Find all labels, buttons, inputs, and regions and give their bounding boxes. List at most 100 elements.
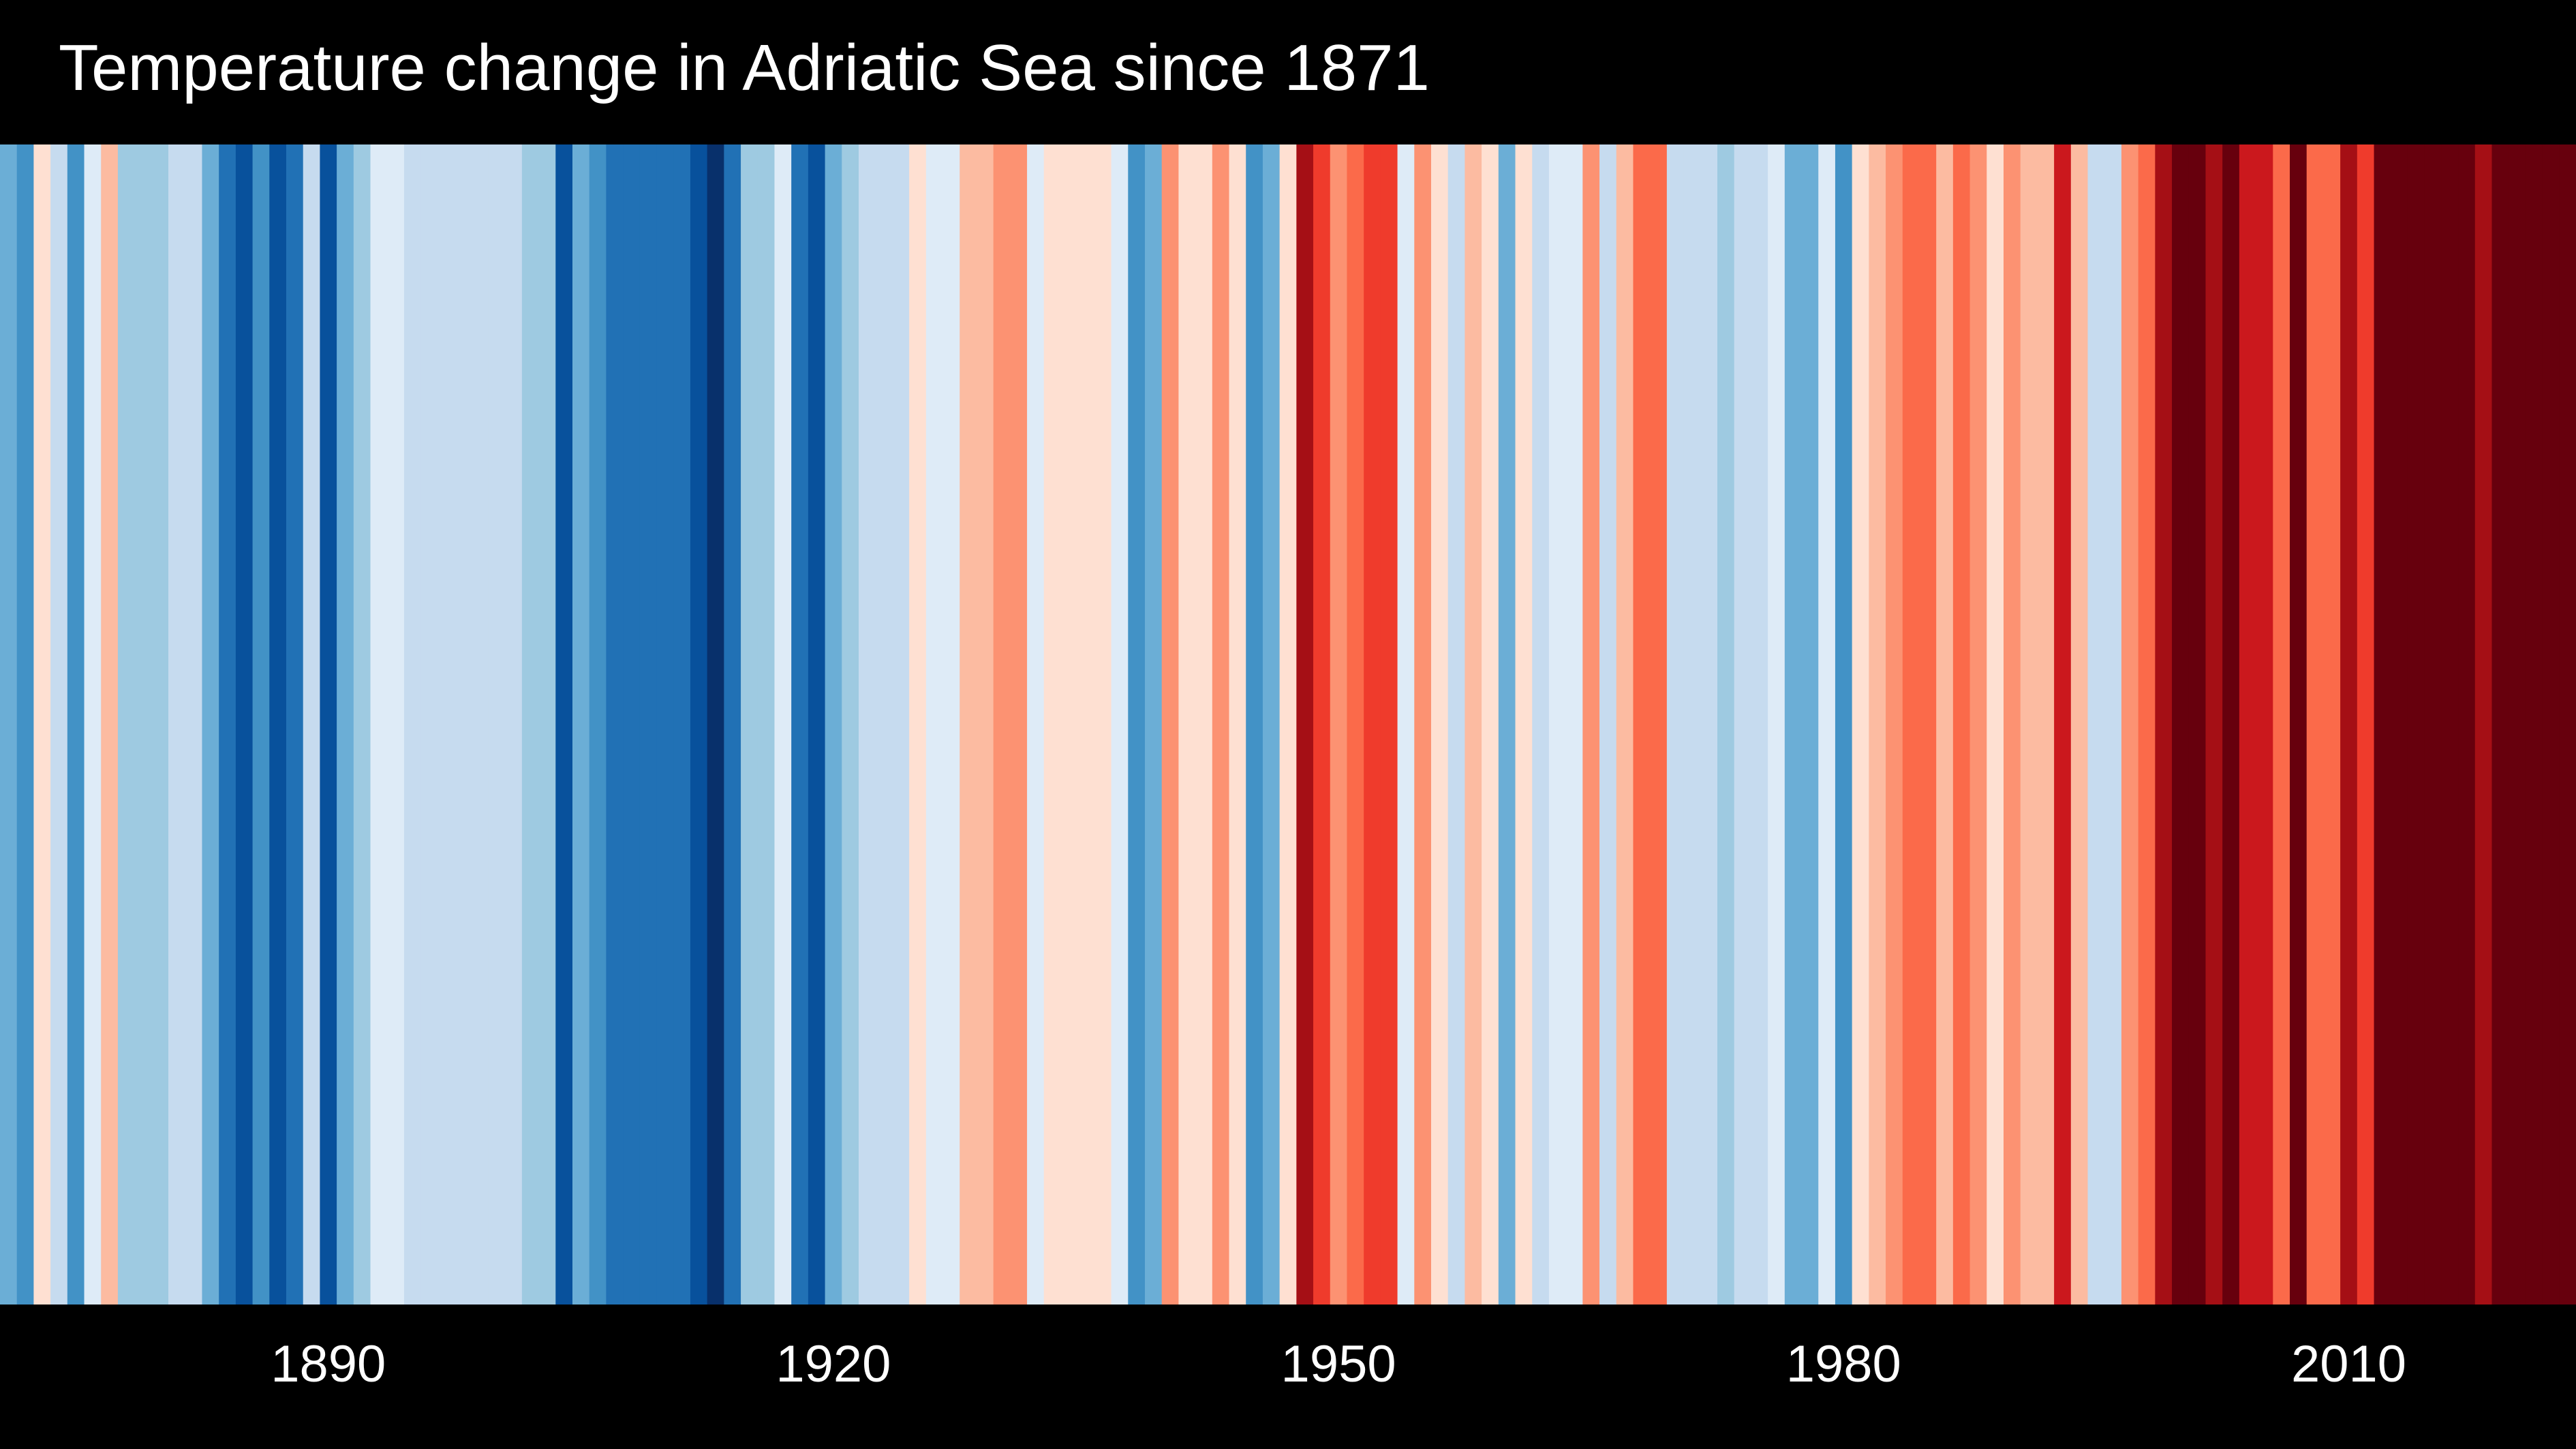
- stripe-2001: [2188, 144, 2207, 1305]
- stripe-1951: [1347, 144, 1364, 1305]
- stripe-1880: [151, 144, 169, 1305]
- stripe-2010: [2340, 144, 2358, 1305]
- stripe-1973: [1717, 144, 1735, 1305]
- x-tick-label-1950: 1950: [1281, 1335, 1396, 1393]
- stripe-1960: [1498, 144, 1516, 1305]
- x-tick-label-1890: 1890: [271, 1335, 386, 1393]
- stripe-2006: [2273, 144, 2290, 1305]
- stripe-1872: [16, 144, 35, 1305]
- stripe-1900: [488, 144, 506, 1305]
- stripe-1918: [791, 144, 809, 1305]
- stripe-1992: [2037, 144, 2055, 1305]
- stripe-1934: [1060, 144, 1078, 1305]
- stripe-1911: [673, 144, 691, 1305]
- stripe-1938: [1128, 144, 1146, 1305]
- stripe-1977: [1784, 144, 1803, 1305]
- stripe-2000: [2172, 144, 2190, 1305]
- stripe-1984: [1902, 144, 1920, 1305]
- stripe-1952: [1364, 144, 1381, 1305]
- stripe-1965: [1582, 144, 1600, 1305]
- stripe-1961: [1515, 144, 1533, 1305]
- stripe-2016: [2441, 144, 2459, 1305]
- stripe-1907: [606, 144, 624, 1305]
- stripe-1982: [1869, 144, 1886, 1305]
- stripe-1890: [320, 144, 337, 1305]
- stripe-1999: [2155, 144, 2173, 1305]
- stripe-1970: [1666, 144, 1685, 1305]
- stripe-1957: [1447, 144, 1466, 1305]
- stripe-1882: [185, 144, 203, 1305]
- stripe-1997: [2121, 144, 2139, 1305]
- stripe-1906: [589, 144, 607, 1305]
- stripe-1873: [33, 144, 51, 1305]
- x-axis-ticks: 1890 1920 1950 1980 2010: [271, 1335, 2406, 1393]
- stripe-1874: [50, 144, 68, 1305]
- stripe-1948: [1296, 144, 1314, 1305]
- chart-title: Temperature change in Adriatic Sea since…: [59, 31, 1430, 104]
- stripe-1924: [892, 144, 910, 1305]
- stripes-group: [0, 144, 2576, 1305]
- stripe-1887: [269, 144, 287, 1305]
- stripe-1968: [1633, 144, 1651, 1305]
- stripe-1893: [370, 144, 388, 1305]
- stripe-1950: [1330, 144, 1348, 1305]
- stripe-1967: [1616, 144, 1634, 1305]
- stripe-1990: [2004, 144, 2021, 1305]
- stripe-1899: [471, 144, 489, 1305]
- stripe-1949: [1313, 144, 1331, 1305]
- stripe-1891: [337, 144, 354, 1305]
- stripe-1894: [387, 144, 405, 1305]
- stripe-1917: [774, 144, 792, 1305]
- stripe-1979: [1818, 144, 1836, 1305]
- stripe-1987: [1952, 144, 1971, 1305]
- stripe-1966: [1599, 144, 1617, 1305]
- stripe-1901: [505, 144, 523, 1305]
- stripe-1931: [1010, 144, 1028, 1305]
- stripe-1892: [353, 144, 371, 1305]
- stripe-1972: [1700, 144, 1718, 1305]
- stripe-1912: [690, 144, 708, 1305]
- stripe-2022: [2542, 144, 2560, 1305]
- stripe-1969: [1650, 144, 1668, 1305]
- stripe-1910: [656, 144, 674, 1305]
- stripe-1946: [1262, 144, 1281, 1305]
- stripe-2021: [2525, 144, 2543, 1305]
- stripe-1959: [1482, 144, 1499, 1305]
- stripe-1928: [960, 144, 977, 1305]
- stripe-1940: [1161, 144, 1180, 1305]
- stripe-1877: [101, 144, 119, 1305]
- stripe-1930: [993, 144, 1011, 1305]
- stripe-1895: [403, 144, 422, 1305]
- stripe-1898: [455, 144, 472, 1305]
- stripe-2020: [2509, 144, 2526, 1305]
- stripe-1942: [1195, 144, 1213, 1305]
- stripe-1939: [1145, 144, 1163, 1305]
- stripe-1932: [1027, 144, 1045, 1305]
- stripe-1986: [1936, 144, 1954, 1305]
- stripe-1927: [942, 144, 960, 1305]
- stripe-1988: [1969, 144, 1987, 1305]
- stripe-2017: [2458, 144, 2476, 1305]
- stripe-1941: [1178, 144, 1196, 1305]
- stripe-1905: [572, 144, 590, 1305]
- stripe-1886: [252, 144, 270, 1305]
- stripe-1879: [134, 144, 152, 1305]
- stripe-1919: [808, 144, 826, 1305]
- stripe-1883: [202, 144, 219, 1305]
- stripe-1983: [1886, 144, 1903, 1305]
- stripe-1904: [555, 144, 573, 1305]
- stripe-1923: [875, 144, 893, 1305]
- stripe-2002: [2205, 144, 2223, 1305]
- stripe-1996: [2104, 144, 2122, 1305]
- stripe-1916: [757, 144, 776, 1305]
- stripe-1975: [1751, 144, 1768, 1305]
- stripe-1978: [1801, 144, 1819, 1305]
- stripe-2023: [2559, 144, 2576, 1305]
- stripe-1915: [741, 144, 758, 1305]
- stripe-2018: [2474, 144, 2493, 1305]
- stripe-1889: [303, 144, 321, 1305]
- stripe-1980: [1835, 144, 1853, 1305]
- stripe-1925: [909, 144, 927, 1305]
- stripe-1964: [1565, 144, 1583, 1305]
- stripe-1953: [1380, 144, 1398, 1305]
